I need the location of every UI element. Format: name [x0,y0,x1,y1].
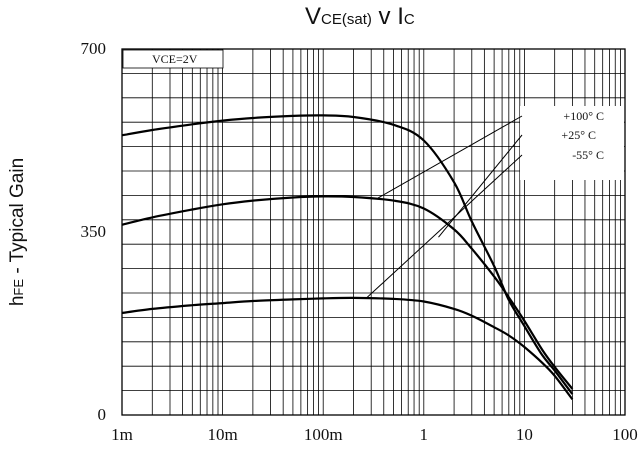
ylabel-main: h [7,296,28,307]
x-tick-label: 1m [111,425,133,444]
legend-label-2: -55° C [572,148,604,162]
legend-leader-1 [438,134,523,238]
series-line-1 [121,195,574,390]
x-tick-label: 100m [304,425,343,444]
curves [121,114,574,400]
chart-title: VCE(sat) v IC [305,3,415,30]
x-tick-label: 1 [420,425,429,444]
condition-box [122,49,224,69]
title-sub1: CE(sat) [321,11,372,28]
gridlines [122,49,625,415]
legend-label-0: +100° C [563,109,604,123]
legend: +100° C +25° C -55° C VCE=2V [122,49,624,299]
legend-leader-0 [377,115,523,199]
svg-text:hFE - Typical Gain: hFE - Typical Gain [7,158,28,306]
plot-frame [121,48,626,416]
ylabel-rest: - Typical Gain [7,158,28,279]
y-tick-label: 0 [98,405,107,424]
x-tick-label: 10 [516,425,533,444]
title-main: V [305,3,321,30]
y-tick-label: 350 [81,222,107,241]
ylabel-sub: FE [11,279,26,296]
y-tick-label: 700 [81,39,107,58]
series-line-2 [121,296,574,400]
condition-label: VCE=2V [152,52,198,66]
title-mid: v I [372,3,404,30]
x-tick-label: 10m [207,425,237,444]
series-line-0 [121,114,574,395]
legend-box [520,106,624,180]
tick-labels: 1m 10m 100m 1 10 100 0 350 700 [81,39,638,444]
svg-text:VCE(sat) v IC: VCE(sat) v IC [305,3,415,30]
title-sub2: C [404,11,415,28]
x-tick-label: 100 [612,425,638,444]
legend-label-1: +25° C [561,128,596,142]
legend-leader-2 [366,154,523,299]
y-axis-label: hFE - Typical Gain [7,158,28,306]
